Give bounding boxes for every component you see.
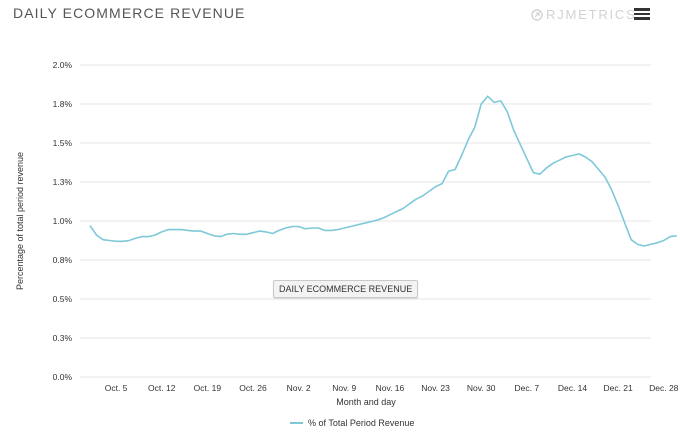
x-axis-label: Month and day — [336, 397, 396, 407]
legend-item[interactable]: % of Total Period Revenue — [290, 418, 414, 428]
x-tick-label: Dec. 14 — [558, 383, 588, 393]
y-tick-labels: 0.0% 0.3% 0.5% 0.8% 1.0% 1.3% 1.5% 1.8% 2.0% — [53, 60, 73, 382]
legend-swatch — [290, 422, 303, 424]
y-tick-label: 1.3% — [53, 177, 73, 187]
x-tick-label: Nov. 2 — [287, 383, 311, 393]
legend-label: % of Total Period Revenue — [308, 418, 415, 428]
series-layer — [89, 95, 677, 247]
brand-name: RJMETRICS — [546, 7, 637, 22]
x-tick-label: Oct. 26 — [239, 383, 267, 393]
brand-logo: RJMETRICS — [531, 7, 637, 22]
y-tick-label: 1.0% — [53, 216, 73, 226]
x-tick-labels: Oct. 5 Oct. 12 Oct. 19 Oct. 26 Nov. 2 Nov. 9 N… — [105, 383, 679, 393]
y-tick-label: 0.5% — [53, 294, 73, 304]
y-tick-label: 0.8% — [53, 255, 73, 265]
chart-title: DAILY ECOMMERCE REVENUE — [13, 5, 246, 21]
x-tick-label: Dec. 21 — [603, 383, 633, 393]
x-tick-label: Oct. 19 — [194, 383, 222, 393]
x-tick-label: Nov. 9 — [332, 383, 356, 393]
x-tick-label: Dec. 7 — [515, 383, 540, 393]
rj-logo-icon — [531, 8, 543, 21]
x-tick-label: Nov. 30 — [467, 383, 496, 393]
y-axis-label: Percentage of total period revenue — [15, 152, 25, 290]
x-tick-label: Oct. 5 — [105, 383, 128, 393]
hamburger-menu-icon[interactable] — [634, 7, 650, 20]
grid-lines — [80, 64, 651, 378]
x-tick-label: Oct. 12 — [148, 383, 176, 393]
x-tick-label: Nov. 23 — [421, 383, 450, 393]
chart-tooltip-label: DAILY ECOMMERCE REVENUE — [273, 280, 419, 298]
y-tick-label: 0.0% — [53, 372, 73, 382]
x-tick-label: Nov. 16 — [376, 383, 405, 393]
y-tick-label: 2.0% — [53, 60, 73, 70]
series-line-total-period-revenue[interactable] — [89, 95, 677, 247]
x-tick-label: Dec. 28 — [649, 383, 679, 393]
y-tick-label: 1.5% — [53, 138, 73, 148]
y-tick-label: 0.3% — [53, 333, 73, 343]
y-tick-label: 1.8% — [53, 99, 73, 109]
